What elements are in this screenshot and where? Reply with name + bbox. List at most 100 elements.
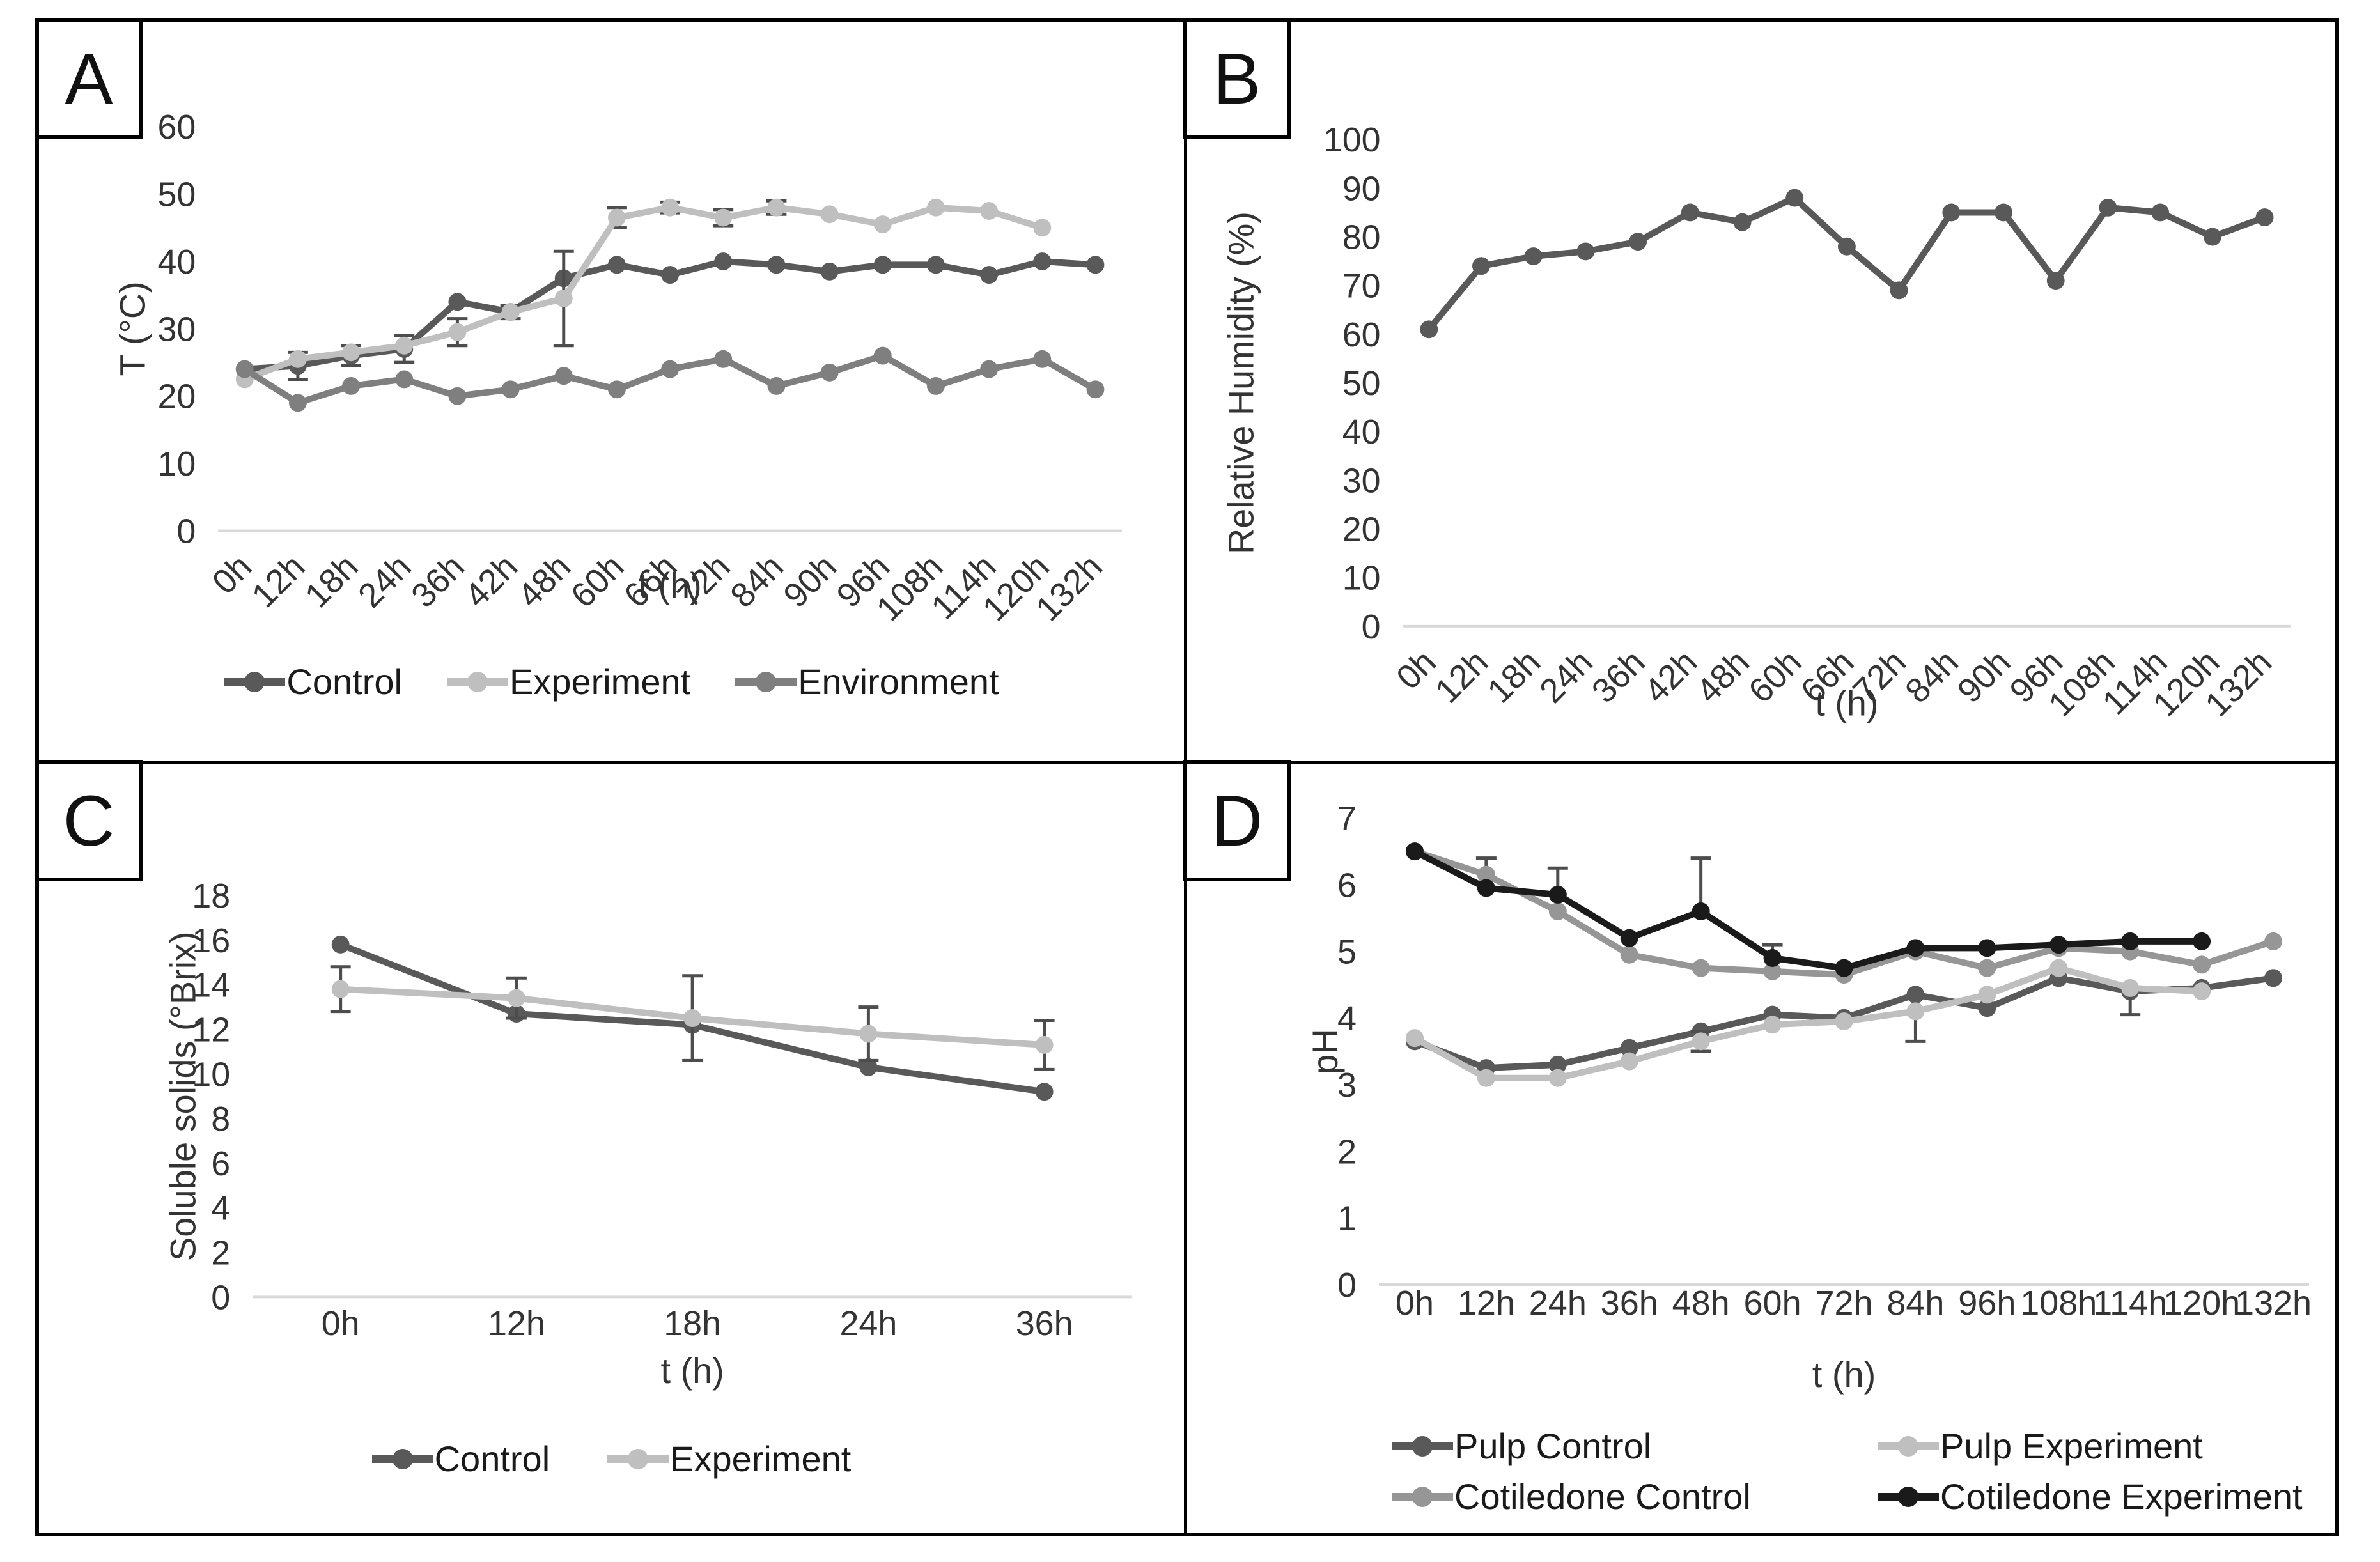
x-tick-label: 24h <box>1529 1284 1587 1322</box>
y-axis-title: Relative Humidity (%) <box>1221 212 1261 554</box>
series-marker-environment <box>820 363 839 382</box>
panel-b: B 0 10 20 30 40 50 60 70 80 90 100 0h 12h 18h 24h 36h 42… <box>1183 18 2335 764</box>
series-marker-experiment <box>554 290 573 307</box>
legend-item-experiment: Experiment <box>446 661 690 702</box>
y-tick-label: 5 <box>1337 933 1357 971</box>
series-marker-cotiledone-control <box>1477 865 1495 884</box>
series-marker-cotiledone-experiment <box>1763 949 1782 967</box>
y-tick-label: 0 <box>211 1278 230 1317</box>
series-marker-environment <box>714 350 733 368</box>
series-marker-control <box>873 256 892 274</box>
series-marker-experiment <box>395 336 414 355</box>
series-marker-cotiledone-control <box>1692 959 1710 977</box>
x-tick-label: 36h <box>404 547 472 615</box>
series-marker-control <box>607 256 626 274</box>
series-marker-experiment <box>859 1025 878 1043</box>
y-tick-label: 100 <box>1323 121 1381 159</box>
y-axis-title: Soluble solids (°Brix) <box>162 931 203 1261</box>
legend-marker-experiment <box>446 671 508 692</box>
series-marker-experiment <box>1035 1035 1054 1054</box>
series-marker-cotiledone-control <box>1763 962 1782 980</box>
series-marker-pulp-experiment <box>1477 1069 1495 1087</box>
series-marker-environment <box>1033 350 1052 368</box>
x-tick-label: 42h <box>457 547 525 615</box>
series-marker-experiment <box>767 198 786 217</box>
y-tick-label: 10 <box>192 1055 230 1094</box>
series-marker-control <box>1033 252 1052 270</box>
panel-letter-d: D <box>1183 760 1291 881</box>
y-tick-label: 18 <box>192 877 230 915</box>
y-tick-label: 90 <box>1342 169 1381 208</box>
series-marker-relative-humidity <box>1681 203 1699 222</box>
series-marker-experiment <box>661 198 680 217</box>
legend-panel-a: Control Experiment Environment <box>39 661 1184 702</box>
series-marker-cotiledone-control <box>2264 932 2283 950</box>
series-marker-relative-humidity <box>1576 242 1595 261</box>
x-tick-label: 120h <box>2163 1284 2240 1322</box>
series-marker-control <box>820 262 839 281</box>
legend-panel-c: Control Experiment <box>39 1438 1184 1480</box>
series-marker-cotiledone-experiment <box>2121 932 2140 950</box>
series-marker-cotiledone-experiment <box>1405 842 1424 861</box>
series-marker-environment <box>342 377 361 395</box>
series-marker-pulp-experiment <box>2049 959 2068 977</box>
y-tick-label: 16 <box>192 922 230 960</box>
series-marker-environment <box>873 346 892 365</box>
legend-item-experiment: Experiment <box>607 1438 851 1480</box>
series-marker-relative-humidity <box>2255 208 2274 227</box>
series-marker-cotiledone-experiment <box>1906 939 1925 957</box>
series-marker-cotiledone-experiment <box>1548 885 1567 904</box>
series-marker-experiment <box>288 350 307 368</box>
legend-marker-control <box>224 671 286 692</box>
series-marker-relative-humidity <box>1524 247 1543 265</box>
x-tick-label: 60h <box>564 547 632 615</box>
series-marker-experiment <box>1033 219 1052 237</box>
series-marker-environment <box>501 380 520 399</box>
legend-marker-cotiledone-experiment <box>1878 1486 1939 1507</box>
x-tick-label: 84h <box>723 547 791 615</box>
x-tick-label: 42h <box>1637 643 1704 711</box>
series-line-experiment <box>243 204 1043 383</box>
y-tick-label: 4 <box>211 1189 230 1228</box>
figure-border: A 0 10 20 30 40 50 60 0h 12h 18h 24h 36h 42h 48h 60h 66… <box>35 18 2339 1536</box>
series-marker-pulp-experiment <box>1763 1016 1782 1034</box>
series-marker-cotiledone-control <box>1548 902 1567 920</box>
y-tick-label: 7 <box>1337 800 1357 838</box>
series-marker-experiment <box>820 205 839 224</box>
series-marker-experiment <box>342 343 361 362</box>
x-tick-label: 24h <box>839 1304 897 1343</box>
series-marker-cotiledone-experiment <box>1835 959 1853 977</box>
x-tick-label: 48h <box>1672 1284 1730 1322</box>
legend-marker-control <box>371 1448 433 1469</box>
legend-label-cotiledone-experiment: Cotiledone Experiment <box>1940 1476 2303 1517</box>
x-tick-label: 18h <box>664 1304 721 1343</box>
x-axis-title: t (h) <box>639 566 702 605</box>
y-tick-label: 1 <box>1337 1200 1357 1238</box>
temperature-chart: 01020304050600h12h18h24h36h42h48h60h66h7… <box>113 108 1123 628</box>
series-marker-experiment <box>980 202 999 220</box>
y-tick-label: 80 <box>1342 218 1381 256</box>
y-tick-label: 20 <box>158 378 196 416</box>
y-tick-label: 3 <box>1337 1066 1357 1104</box>
x-tick-label: 12h <box>1428 643 1496 711</box>
y-tick-label: 10 <box>158 445 196 483</box>
series-marker-control <box>980 266 999 284</box>
series-marker-cotiledone-control <box>2193 955 2211 974</box>
x-tick-label: 36h <box>1016 1304 1073 1343</box>
series-marker-control <box>1086 256 1105 274</box>
series-marker-environment <box>448 387 467 405</box>
legend-marker-experiment <box>607 1448 669 1469</box>
series-marker-cotiledone-experiment <box>2049 936 2068 954</box>
x-tick-label: 114h <box>2093 1284 2167 1322</box>
y-tick-label: 8 <box>211 1100 230 1138</box>
x-tick-label: 24h <box>351 547 419 615</box>
legend-item-environment: Environment <box>735 661 999 702</box>
x-tick-label: 90h <box>776 547 844 615</box>
panel-letter-b: B <box>1183 18 1291 139</box>
y-tick-label: 30 <box>1342 461 1381 500</box>
y-tick-label: 0 <box>1337 1266 1357 1304</box>
x-tick-label: 84h <box>1886 1284 1944 1322</box>
series-marker-pulp-experiment <box>1835 1012 1853 1031</box>
series-marker-control <box>661 266 680 284</box>
y-axis-title: pH <box>1305 1028 1345 1074</box>
